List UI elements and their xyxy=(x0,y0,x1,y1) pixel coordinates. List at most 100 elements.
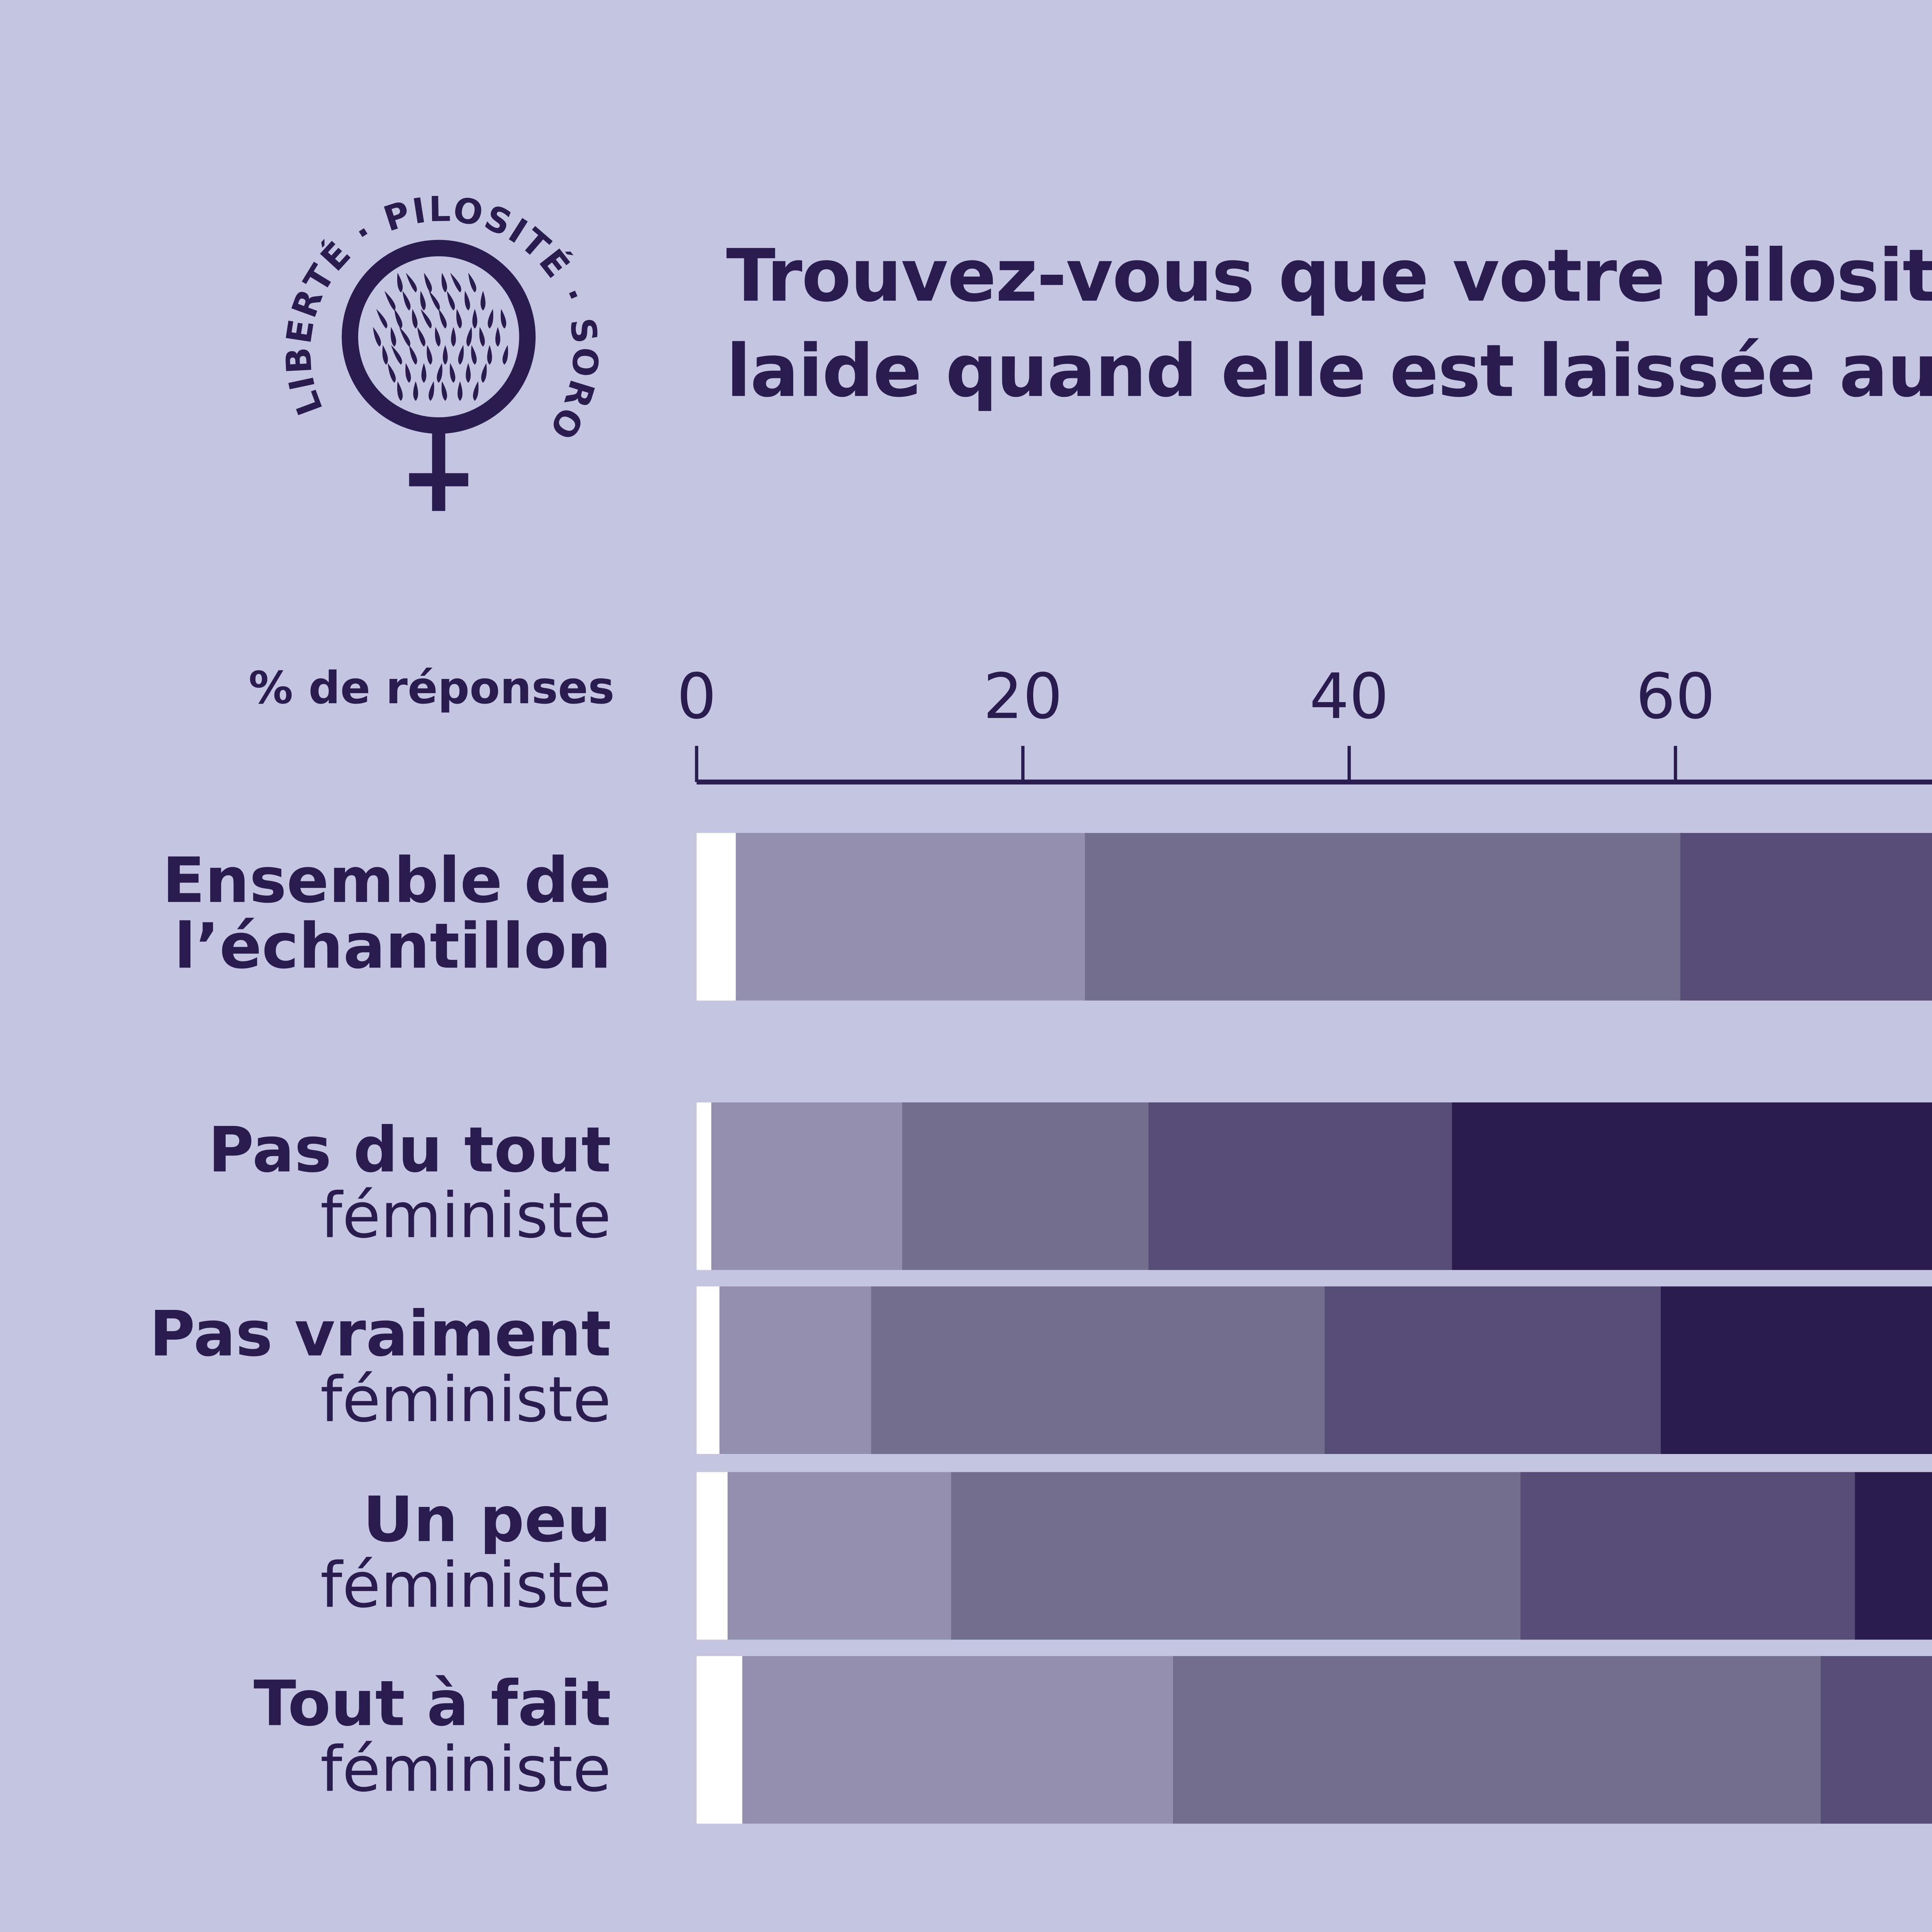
x-axis: 020406080100 xyxy=(677,660,1932,785)
hair-strand xyxy=(405,363,411,383)
hair-strand xyxy=(441,272,447,293)
hair-strand xyxy=(457,381,463,401)
row-label-line-2: féministe xyxy=(320,1364,611,1436)
row-label: Pas vraiment féministe xyxy=(150,1301,611,1433)
hair-strand xyxy=(439,309,447,329)
hair-strand xyxy=(502,345,508,365)
hair-strand xyxy=(413,381,418,401)
logo-hair-strands xyxy=(373,272,508,401)
row-label-line-2: féministe xyxy=(320,1733,611,1806)
x-tick-label: 0 xyxy=(677,660,716,733)
hair-strand xyxy=(468,272,476,293)
hair-strand xyxy=(437,363,442,383)
logo-venus-stem xyxy=(432,425,446,511)
bar-segment-oui-un-peu xyxy=(902,1102,1150,1270)
hair-strand xyxy=(421,363,427,383)
hair-strand xyxy=(399,327,410,347)
logo-venus-cross xyxy=(409,473,468,486)
bar-row xyxy=(696,1102,1932,1270)
row-label-line-2: féministe xyxy=(320,1179,611,1252)
bar-segment-oui-beaucoup xyxy=(1855,1472,1932,1640)
hair-strand xyxy=(441,381,447,401)
hair-strand xyxy=(442,345,448,365)
chart-title: Trouvez-vous que votre pilosité soit lai… xyxy=(726,230,1932,420)
bar-row xyxy=(696,833,1932,1001)
row-label: Un peu féministe xyxy=(320,1487,611,1618)
hair-strand xyxy=(412,309,418,329)
row-label: Tout à fait féministe xyxy=(253,1671,611,1802)
bar-row xyxy=(696,1472,1932,1640)
bar-segment-oui-moyennement xyxy=(1820,1656,1932,1824)
hair-strand xyxy=(500,309,507,329)
bar-segment-oui-un-peu xyxy=(951,1472,1522,1640)
row-label-line-1: Tout à fait xyxy=(253,1667,611,1740)
row-label-line-1: Un peu xyxy=(362,1483,611,1556)
hair-strand xyxy=(458,345,464,365)
hair-strand xyxy=(451,327,456,347)
bar-segment-oui-beaucoup xyxy=(1661,1286,1932,1454)
bar-segment-non-pas-du-tout xyxy=(742,1656,1174,1824)
bar-segment-sans-opinion xyxy=(696,1286,721,1454)
hair-strand xyxy=(449,363,456,383)
hair-strand xyxy=(417,327,425,347)
hair-strand xyxy=(402,291,411,311)
bar-segment-oui-un-peu xyxy=(1173,1656,1821,1824)
row-label-line-2: l’échantillon xyxy=(174,910,611,983)
row-label: Pas du tout féministe xyxy=(208,1117,611,1248)
bar-segment-sans-opinion xyxy=(696,1472,729,1640)
hair-strand xyxy=(487,345,492,365)
hair-strand xyxy=(406,272,417,293)
bar-segment-non-pas-du-tout xyxy=(728,1472,952,1640)
hair-strand xyxy=(480,291,486,311)
hair-strand xyxy=(388,363,396,383)
hair-strand xyxy=(420,309,432,329)
hair-strand xyxy=(409,345,417,365)
hair-strand xyxy=(450,272,461,293)
row-label-line-1: Ensemble de xyxy=(162,844,611,917)
bar-segment-oui-moyennement xyxy=(1325,1286,1662,1454)
hair-strand xyxy=(435,327,441,347)
hair-strand xyxy=(447,291,455,311)
hair-strand xyxy=(394,309,403,329)
venus-hair-logo-icon: LIBERTÉ · PILOSITÉ · SORORITÉ xyxy=(263,172,604,511)
bar-segment-sans-opinion xyxy=(696,1102,712,1270)
bar-segment-oui-un-peu xyxy=(871,1286,1326,1454)
hair-strand xyxy=(473,381,479,401)
bar-segment-oui-moyennement xyxy=(1148,1102,1453,1270)
bar-row xyxy=(696,1286,1932,1454)
hair-strand xyxy=(466,363,471,383)
hair-strand xyxy=(429,381,434,401)
hair-strand xyxy=(429,291,440,311)
hair-strand xyxy=(464,291,470,311)
bar-segment-non-pas-du-tout xyxy=(711,1102,903,1270)
bar-segment-non-pas-du-tout xyxy=(736,833,1086,1001)
row-label-line-1: Pas du tout xyxy=(208,1114,611,1186)
hair-strand xyxy=(479,327,485,347)
row-label: Ensemble de l’échantillon xyxy=(162,848,611,979)
hair-strand xyxy=(397,381,403,401)
bar-row xyxy=(696,1656,1932,1824)
x-tick-label: 60 xyxy=(1636,660,1715,733)
hair-strand xyxy=(382,345,388,365)
bar-segment-oui-moyennement xyxy=(1680,833,1932,1001)
hair-strand xyxy=(481,363,487,383)
hair-strand xyxy=(488,309,493,329)
hair-strand xyxy=(376,309,388,329)
bar-segment-oui-beaucoup xyxy=(1452,1102,1932,1270)
hair-strand xyxy=(391,345,402,365)
hair-strand xyxy=(423,272,432,293)
bars xyxy=(696,833,1932,1824)
hair-strand xyxy=(472,309,478,329)
hair-strand xyxy=(495,327,500,347)
x-axis-label: % de réponses xyxy=(248,663,615,715)
hair-strand xyxy=(466,327,472,347)
x-tick-label: 20 xyxy=(983,660,1063,733)
hair-strand xyxy=(420,291,426,311)
bar-segment-sans-opinion xyxy=(696,1656,743,1824)
bar-segment-sans-opinion xyxy=(696,833,737,1001)
hair-strand xyxy=(456,309,462,329)
hair-strand xyxy=(427,345,432,365)
hair-strand xyxy=(384,291,396,311)
